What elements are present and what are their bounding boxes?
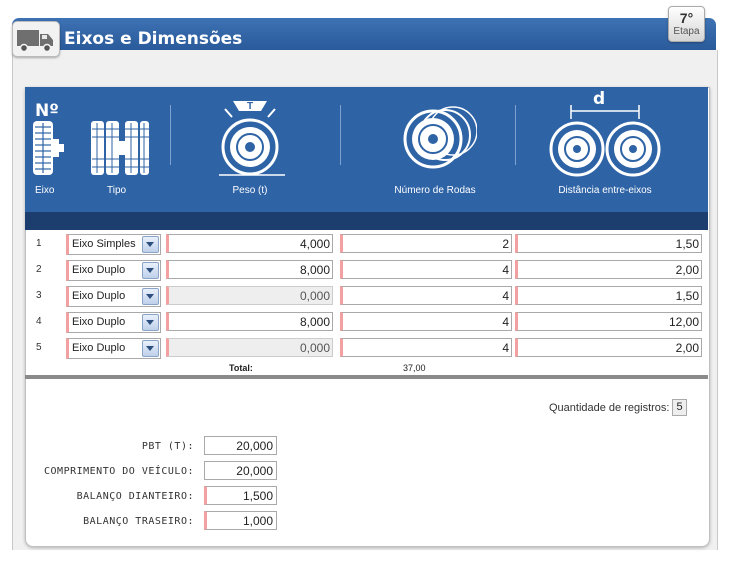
chevron-down-icon[interactable]: [142, 236, 159, 253]
row-number: 1: [36, 238, 42, 249]
chevron-down-icon[interactable]: [142, 288, 159, 305]
step-badge: 7° Etapa: [668, 6, 705, 42]
front-overhang-input[interactable]: 1,500: [204, 486, 277, 505]
weight-label: Peso (t): [232, 185, 268, 196]
axle-type-value: Eixo Duplo: [72, 342, 126, 354]
axle-type-select[interactable]: Eixo Simples: [66, 234, 161, 255]
rear-overhang-input[interactable]: 1,000: [204, 511, 277, 530]
axle-label: Eixo: [35, 185, 55, 196]
weight-input[interactable]: 8,000: [166, 260, 333, 279]
distance-input[interactable]: 12,00: [515, 312, 702, 331]
distance-icon: [549, 105, 661, 177]
wheels-label: Número de Rodas: [394, 185, 476, 196]
distance-label: Distância entre-eixos: [558, 185, 652, 196]
wheels-input[interactable]: 4: [340, 338, 512, 357]
weight-input[interactable]: 4,000: [166, 234, 333, 253]
axle-type-select[interactable]: Eixo Duplo: [66, 312, 161, 333]
table-footer-divider: [25, 375, 708, 379]
table-row: 4 Eixo Duplo 8,000 4 12,00: [25, 310, 708, 336]
distance-input[interactable]: 2,00: [515, 260, 702, 279]
records-count-label: Quantidade de registros:: [549, 402, 670, 414]
truck-icon-box: [12, 21, 60, 57]
header-separator: [515, 105, 516, 165]
row-number: 4: [36, 316, 42, 327]
axle-type-icon: [91, 121, 149, 175]
row-number: 2: [36, 264, 42, 275]
distance-input[interactable]: 1,50: [515, 286, 702, 305]
wheels-input[interactable]: 4: [340, 286, 512, 305]
svg-text:T: T: [247, 101, 253, 112]
vehicle-length-input[interactable]: 20,000: [204, 461, 277, 480]
weight-icon: T: [219, 101, 285, 176]
axle-number-icon: [33, 121, 64, 175]
vehicle-length-label: COMPRIMENTO DO VEÍCULO:: [44, 466, 194, 477]
weight-input[interactable]: 8,000: [166, 312, 333, 331]
table-row: 1 Eixo Simples 4,000 2 1,50: [25, 232, 708, 258]
header-separator: [340, 105, 341, 165]
weight-input-disabled: 0,000: [166, 338, 333, 357]
weight-input-disabled: 0,000: [166, 286, 333, 305]
wheels-icon: [403, 106, 477, 169]
table-header: Nº Eixo Tipo T: [25, 87, 708, 212]
pbt-input[interactable]: 20,000: [204, 436, 277, 455]
front-overhang-label: BALANÇO DIANTEIRO:: [76, 491, 194, 502]
page-title: Eixos e Dimensões: [64, 29, 243, 49]
rear-overhang-label: BALANÇO TRASEIRO:: [83, 516, 194, 527]
axle-type-select[interactable]: Eixo Duplo: [66, 260, 161, 281]
distance-input[interactable]: 1,50: [515, 234, 702, 253]
axle-type-value: Eixo Duplo: [72, 264, 126, 276]
axle-number-label: Nº: [35, 101, 59, 121]
header-separator: [170, 105, 171, 165]
axle-type-select[interactable]: Eixo Duplo: [66, 286, 161, 307]
total-label: Total:: [229, 363, 253, 373]
row-number: 3: [36, 290, 42, 301]
chevron-down-icon[interactable]: [142, 314, 159, 331]
wheels-input[interactable]: 4: [340, 260, 512, 279]
axle-type-value: Eixo Simples: [72, 238, 136, 250]
wheels-input[interactable]: 2: [340, 234, 512, 253]
step-number: 7°: [679, 10, 694, 26]
axle-type-select[interactable]: Eixo Duplo: [66, 338, 161, 359]
axle-type-value: Eixo Duplo: [72, 290, 126, 302]
wheels-input[interactable]: 4: [340, 312, 512, 331]
table-row: 3 Eixo Duplo 0,000 4 1,50: [25, 284, 708, 310]
distance-symbol: d: [593, 89, 606, 109]
table-row: 2 Eixo Duplo 8,000 4 2,00: [25, 258, 708, 284]
records-count-value: 5: [672, 399, 687, 416]
row-number: 5: [36, 342, 42, 353]
total-value: 37,00: [403, 363, 426, 373]
axle-type-value: Eixo Duplo: [72, 316, 126, 328]
header-bar: [12, 18, 716, 50]
truck-icon: [17, 30, 53, 53]
step-label: Etapa: [673, 26, 700, 37]
chevron-down-icon[interactable]: [142, 262, 159, 279]
table-row: 5 Eixo Duplo 0,000 4 2,00: [25, 336, 708, 362]
distance-input[interactable]: 2,00: [515, 338, 702, 357]
table-header-divider: [25, 212, 708, 230]
pbt-label: PBT (T):: [141, 441, 194, 452]
chevron-down-icon[interactable]: [142, 340, 159, 357]
type-label: Tipo: [107, 185, 127, 196]
